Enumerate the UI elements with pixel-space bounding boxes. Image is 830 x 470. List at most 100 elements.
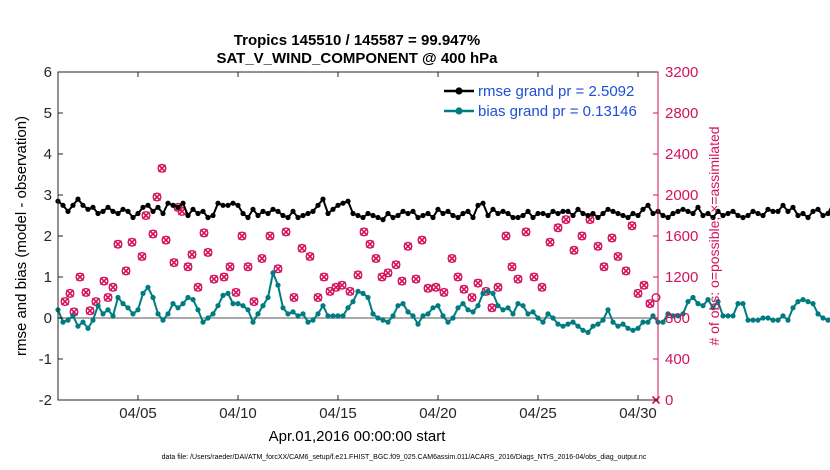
rmse-point: [170, 202, 176, 208]
rmse-point: [590, 210, 596, 217]
obs-assimilated-marker: [141, 211, 151, 220]
bias-point: [570, 319, 576, 325]
obs-possible-marker: [81, 287, 91, 297]
rmse-point: [540, 210, 546, 217]
obs-assimilated-marker: [529, 272, 539, 282]
bias-point: [690, 294, 696, 301]
rmse-point: [265, 210, 271, 217]
bias-point: [505, 305, 511, 311]
obs-assimilated-marker: [577, 231, 587, 241]
obs-assimilated-marker: [193, 283, 203, 292]
rmse-point: [300, 212, 306, 219]
rmse-point: [395, 212, 401, 219]
rmse-point: [520, 212, 526, 219]
obs-assimilated-marker: [473, 279, 483, 288]
rmse-point: [625, 214, 631, 221]
bias-point: [495, 303, 501, 309]
bias-point: [590, 323, 596, 329]
obs-assimilated-marker: [249, 297, 259, 306]
y-tick-label-left: -2: [39, 392, 52, 409]
x-tick-label: 04/15: [319, 405, 357, 422]
bias-point: [65, 317, 71, 323]
bias-point: [190, 297, 196, 303]
obs-possible-marker: [453, 272, 463, 282]
rmse-point: [390, 214, 396, 221]
obs-possible-marker: [209, 274, 219, 284]
bias-point: [670, 313, 676, 319]
bias-point: [760, 315, 766, 321]
obs-possible-marker: [231, 287, 241, 297]
bias-point: [555, 321, 561, 327]
rmse-point: [90, 204, 96, 210]
obs-possible-marker: [127, 237, 137, 247]
rmse-point: [75, 196, 81, 202]
rmse-point: [85, 206, 91, 212]
legend-rmse-marker: [455, 87, 463, 95]
rmse-point: [70, 202, 76, 208]
obs-possible-marker: [627, 221, 637, 231]
obs-assimilated-marker: [237, 231, 247, 241]
y-tick-label-left: 0: [44, 310, 52, 327]
bias-point: [280, 305, 286, 311]
obs-possible-marker: [561, 215, 571, 225]
bias-point: [575, 323, 581, 329]
obs-possible-marker: [199, 228, 209, 238]
obs-possible-marker: [353, 270, 363, 280]
bias-point: [210, 311, 216, 317]
obs-assimilated-marker: [297, 244, 307, 253]
rmse-point: [215, 200, 221, 206]
obs-possible-marker: [60, 297, 70, 307]
bias-point: [80, 319, 86, 325]
rmse-point: [615, 210, 621, 217]
bias-point: [340, 313, 346, 319]
obs-assimilated-marker: [289, 293, 299, 302]
rmse-point: [345, 198, 351, 204]
rmse-point: [110, 208, 116, 214]
obs-possible-marker: [157, 163, 167, 173]
obs-assimilated-marker: [645, 299, 655, 308]
bias-point: [765, 315, 771, 321]
bias-point: [630, 327, 636, 333]
rmse-point: [710, 214, 716, 221]
rmse-point: [305, 210, 311, 217]
obs-possible-marker: [169, 258, 179, 268]
rmse-point: [175, 204, 181, 210]
obs-possible-marker: [103, 293, 113, 303]
obs-possible-marker: [545, 237, 555, 247]
obs-assimilated-marker: [593, 242, 603, 251]
obs-possible-marker: [521, 227, 531, 237]
bias-point: [165, 311, 171, 317]
rmse-point: [295, 214, 301, 221]
bias-point: [345, 305, 351, 311]
obs-assimilated-marker: [365, 240, 375, 249]
rmse-point: [450, 212, 456, 219]
bias-point: [310, 317, 316, 323]
obs-assimilated-marker: [219, 272, 229, 282]
obs-assimilated-marker: [383, 268, 393, 277]
y-tick-label-left: 3: [44, 187, 52, 204]
rmse-point: [610, 208, 616, 214]
obs-possible-marker: [319, 272, 329, 282]
bias-point: [735, 301, 741, 307]
rmse-point: [465, 208, 471, 214]
bias-point: [135, 307, 141, 313]
obs-assimilated-marker: [521, 227, 531, 236]
bias-point: [540, 319, 546, 325]
bias-point: [390, 313, 396, 319]
bias-point: [535, 315, 541, 321]
rmse-point: [245, 214, 251, 221]
bias-point: [475, 303, 481, 309]
chart-title-line1: Tropics 145510 / 145587 = 99.947%: [234, 32, 480, 49]
y-tick-label-right: 2800: [665, 105, 698, 122]
bias-point: [805, 299, 811, 305]
rmse-point: [240, 210, 246, 217]
obs-possible-marker: [493, 282, 503, 292]
obs-possible-marker: [203, 247, 213, 257]
rmse-point: [60, 202, 66, 208]
obs-assimilated-marker: [353, 270, 363, 279]
bias-point: [200, 319, 206, 325]
bias-point: [480, 290, 486, 296]
obs-assimilated-marker: [377, 272, 387, 282]
legend-bias-label: bias grand pr = 0.13146: [478, 103, 637, 120]
bias-point: [755, 317, 761, 323]
